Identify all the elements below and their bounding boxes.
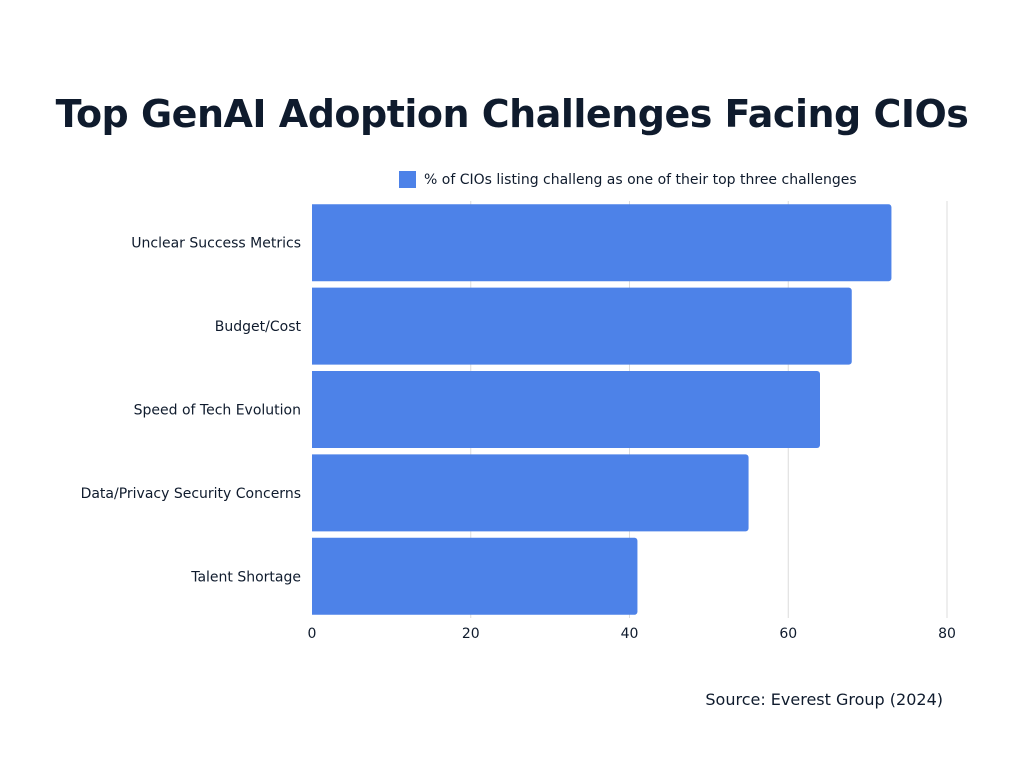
bar-4 [312,537,638,615]
bar-2 [312,371,820,448]
bar-3 [312,454,749,532]
category-label: Budget/Cost [215,319,302,335]
category-label: Talent Shortage [190,569,301,585]
x-tick-label: 20 [462,626,480,642]
bar-1 [312,287,852,365]
x-tick-label: 40 [621,626,639,642]
legend-swatch [399,171,416,188]
source-note: Source: Everest Group (2024) [705,690,943,709]
x-tick-label: 60 [779,626,797,642]
category-label: Unclear Success Metrics [131,236,301,252]
legend-label: % of CIOs listing challeng as one of the… [424,172,857,188]
category-label: Data/Privacy Security Concerns [81,486,301,502]
x-tick-label: 0 [308,626,317,642]
chart-title: Top GenAI Adoption Challenges Facing CIO… [55,92,969,136]
x-tick-label: 80 [938,626,956,642]
category-label: Speed of Tech Evolution [134,403,301,419]
bar-0 [312,204,892,282]
